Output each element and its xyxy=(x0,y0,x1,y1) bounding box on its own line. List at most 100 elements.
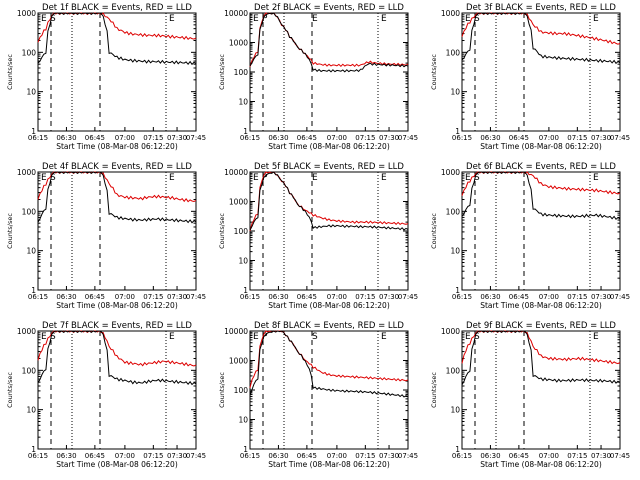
y-tick-label: 1000 xyxy=(441,168,460,177)
x-tick-label: 07:00 xyxy=(115,293,135,301)
plot-frame xyxy=(249,171,409,291)
x-tick-label: 07:30 xyxy=(591,134,611,142)
y-tick-label: 1 xyxy=(455,445,460,454)
panel-det-5: Det 5f BLACK = Events, RED = LLD Counts/s… xyxy=(218,162,418,310)
event-marker-letter: E xyxy=(593,173,599,183)
y-tick-label: 1000 xyxy=(441,9,460,18)
series-black-line xyxy=(249,12,409,73)
panel-title: Det 7f BLACK = Events, RED = LLD xyxy=(42,321,192,331)
x-axis-label: Start Time (08-Mar-08 06:12:20) xyxy=(56,460,178,469)
series-black-line xyxy=(249,171,409,231)
x-tick-label: 07:45 xyxy=(186,134,206,142)
x-tick-label: 06:30 xyxy=(56,293,76,301)
x-tick-label: 07:45 xyxy=(610,293,630,301)
x-tick-label: 06:15 xyxy=(28,134,48,142)
x-tick-label: 07:00 xyxy=(539,452,559,460)
event-marker-letter: S xyxy=(312,332,318,342)
x-tick-label: 06:15 xyxy=(452,293,472,301)
x-tick-label: 07:30 xyxy=(591,452,611,460)
event-marker-letter: E xyxy=(312,14,318,24)
panel-title: Det 6f BLACK = Events, RED = LLD xyxy=(466,162,616,172)
y-tick-label: 1 xyxy=(455,127,460,136)
x-tick-label: 07:30 xyxy=(379,452,399,460)
x-tick-label: 07:45 xyxy=(610,134,630,142)
y-tick-label: 1 xyxy=(243,127,248,136)
x-tick-label: 06:30 xyxy=(268,134,288,142)
series-black-line xyxy=(461,330,621,386)
series-black-line xyxy=(37,171,197,224)
y-tick-label: 10000 xyxy=(224,327,248,336)
x-tick-label: 06:45 xyxy=(297,452,317,460)
event-marker-letter: E xyxy=(312,173,318,183)
y-tick-label: 10 xyxy=(238,416,248,425)
y-axis-label: Counts/sec xyxy=(218,54,226,90)
x-tick-label: 06:45 xyxy=(85,134,105,142)
x-tick-label: 06:15 xyxy=(28,452,48,460)
event-marker-letter: E xyxy=(253,173,259,183)
event-marker-letter: E xyxy=(41,173,47,183)
x-axis-label: Start Time (08-Mar-08 06:12:20) xyxy=(268,301,390,310)
x-tick-label: 07:45 xyxy=(186,452,206,460)
panel-det-7: Det 7f BLACK = Events, RED = LLD Counts/s… xyxy=(6,321,206,469)
x-axis-label: Start Time (08-Mar-08 06:12:20) xyxy=(480,301,602,310)
series-black-line xyxy=(249,330,409,398)
x-tick-label: 06:30 xyxy=(480,452,500,460)
x-tick-label: 07:00 xyxy=(327,293,347,301)
x-tick-label: 06:15 xyxy=(240,293,260,301)
event-marker-letter: E xyxy=(169,332,175,342)
y-tick-label: 1 xyxy=(243,286,248,295)
y-tick-label: 1 xyxy=(31,445,36,454)
x-axis-label: Start Time (08-Mar-08 06:12:20) xyxy=(480,142,602,151)
x-tick-label: 07:15 xyxy=(567,134,587,142)
plot-frame xyxy=(461,330,621,450)
x-tick-label: 07:45 xyxy=(398,293,418,301)
event-marker-letter: E xyxy=(465,173,471,183)
x-tick-label: 06:30 xyxy=(56,452,76,460)
y-tick-label: 1000 xyxy=(17,168,36,177)
event-marker-letter: P xyxy=(262,332,268,342)
panel-title: Det 3f BLACK = Events, RED = LLD xyxy=(466,3,616,13)
y-tick-label: 100 xyxy=(22,48,37,57)
x-tick-label: 06:45 xyxy=(297,134,317,142)
plot-frame xyxy=(37,171,197,291)
x-tick-label: 07:30 xyxy=(379,293,399,301)
x-tick-label: 06:45 xyxy=(85,293,105,301)
y-tick-label: 1000 xyxy=(229,198,248,207)
y-tick-label: 10000 xyxy=(224,9,248,18)
y-tick-label: 100 xyxy=(234,386,249,395)
panel-title: Det 9f BLACK = Events, RED = LLD xyxy=(466,321,616,331)
x-tick-label: 07:00 xyxy=(115,452,135,460)
x-axis-label: Start Time (08-Mar-08 06:12:20) xyxy=(268,460,390,469)
x-tick-label: 07:30 xyxy=(379,134,399,142)
x-tick-label: 07:45 xyxy=(186,293,206,301)
x-tick-label: 06:15 xyxy=(240,134,260,142)
event-marker-letter: S xyxy=(474,173,480,183)
panel-title: Det 5f BLACK = Events, RED = LLD xyxy=(254,162,404,172)
y-tick-label: 10 xyxy=(450,88,460,97)
x-tick-label: 07:00 xyxy=(115,134,135,142)
event-marker-letter: S xyxy=(50,173,56,183)
x-tick-label: 07:00 xyxy=(539,293,559,301)
x-tick-label: 07:45 xyxy=(398,452,418,460)
y-axis-label: Counts/sec xyxy=(430,372,438,408)
event-marker-letter: S xyxy=(50,332,56,342)
y-tick-label: 1 xyxy=(455,286,460,295)
event-marker-letter: E xyxy=(169,14,175,24)
x-axis-label: Start Time (08-Mar-08 06:12:20) xyxy=(56,301,178,310)
y-tick-label: 10 xyxy=(450,247,460,256)
event-marker-letter: P xyxy=(262,14,268,24)
y-tick-label: 10 xyxy=(26,88,36,97)
y-tick-label: 100 xyxy=(446,48,461,57)
y-tick-label: 1000 xyxy=(17,327,36,336)
panel-title: Det 8f BLACK = Events, RED = LLD xyxy=(254,321,404,331)
event-marker-letter: E xyxy=(169,173,175,183)
panel-det-9: Det 9f BLACK = Events, RED = LLD Counts/s… xyxy=(430,321,630,469)
x-tick-label: 07:15 xyxy=(143,293,163,301)
x-tick-label: 07:30 xyxy=(167,452,187,460)
x-tick-label: 07:00 xyxy=(539,134,559,142)
x-tick-label: 07:15 xyxy=(355,134,375,142)
event-marker-letter: E xyxy=(381,14,387,24)
event-marker-letter: S xyxy=(474,14,480,24)
x-tick-label: 06:15 xyxy=(28,293,48,301)
y-tick-label: 10 xyxy=(238,98,248,107)
